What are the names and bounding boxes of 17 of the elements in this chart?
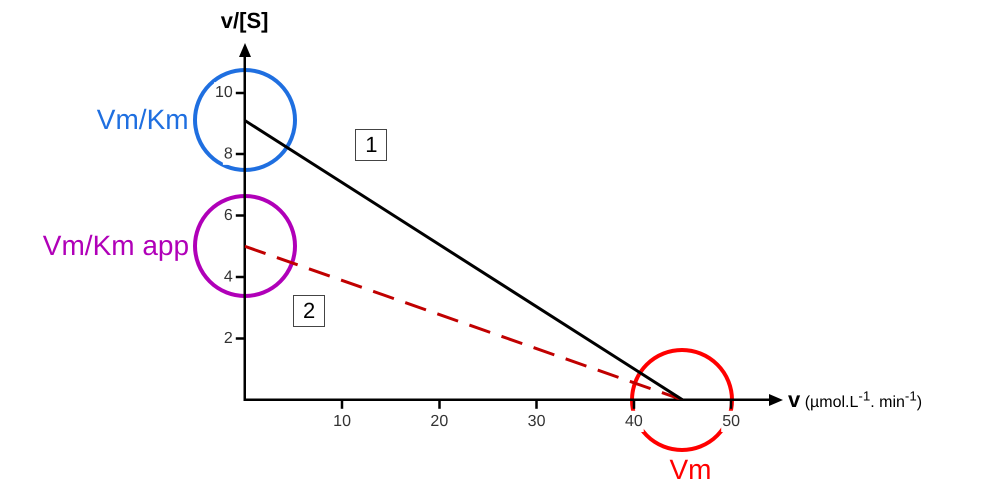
x-tick-label: 30 — [528, 412, 546, 430]
annotation: 1 — [355, 129, 388, 162]
annotation: Vm/Km — [96, 104, 189, 136]
y-tick-label: 10 — [215, 84, 233, 102]
y-tick-label: 4 — [224, 268, 233, 286]
y-tick-label: 6 — [224, 207, 233, 224]
y-tick-label: 2 — [224, 330, 233, 347]
annotation: Vm/Km app — [42, 230, 190, 262]
x-tick-label: 10 — [333, 412, 352, 430]
x-axis-title: v (µmol.L$^{-1}$. min$^{-1}$) — [788, 386, 922, 413]
x-tick-label: 40 — [624, 412, 643, 430]
y-tick-label: 8 — [224, 146, 233, 163]
annotation: 2 — [292, 294, 326, 327]
y-axis-title: v/[S] — [220, 8, 268, 34]
x-tick-label: 50 — [722, 412, 740, 430]
x-tick-label: 20 — [430, 412, 448, 430]
annotation: Vm — [669, 454, 712, 486]
